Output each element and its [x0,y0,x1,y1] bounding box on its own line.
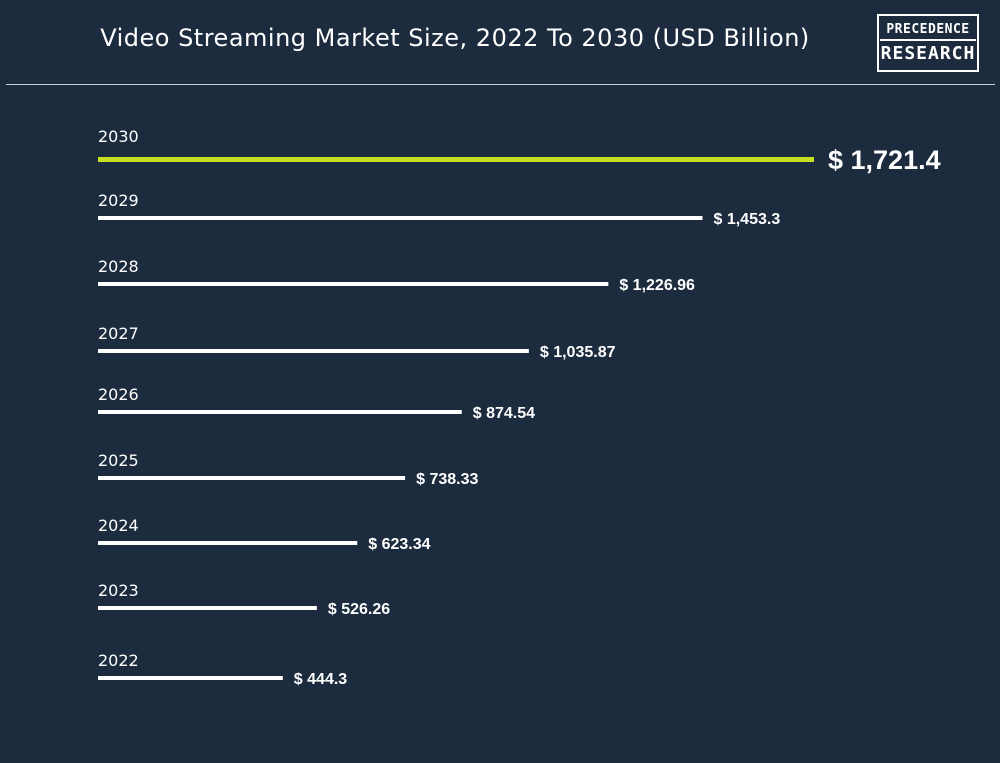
bar-2023 [98,606,317,610]
year-label-2030: 2030 [98,127,139,146]
header-divider [6,84,995,85]
value-label-2029: $ 1,453.3 [713,211,780,228]
year-label-2022: 2022 [98,651,139,670]
year-label-2028: 2028 [98,257,139,276]
value-label-2024: $ 623.34 [368,536,430,553]
year-label-2026: 2026 [98,385,139,404]
logo-line-2: RESEARCH [880,43,976,64]
precedence-research-logo: PRECEDENCE RESEARCH [877,14,979,72]
bar-2029 [98,216,703,220]
value-label-2027: $ 1,035.87 [540,344,616,361]
value-label-2028: $ 1,226.96 [619,277,695,294]
value-label-2022: $ 444.3 [294,671,347,688]
value-label-2030: $ 1,721.4 [828,145,941,175]
bar-2030 [98,157,814,162]
year-label-2029: 2029 [98,191,139,210]
bar-2027 [98,349,529,353]
year-label-2025: 2025 [98,451,139,470]
bar-2022 [98,676,283,680]
bar-2028 [98,282,609,286]
value-label-2025: $ 738.33 [416,471,478,488]
bar-2024 [98,541,358,545]
bar-2026 [98,410,462,414]
bar-2025 [98,476,406,480]
logo-line-1: PRECEDENCE [880,23,976,41]
chart-title: Video Streaming Market Size, 2022 To 203… [100,24,810,52]
year-label-2024: 2024 [98,516,139,535]
value-label-2023: $ 526.26 [328,601,390,618]
year-label-2027: 2027 [98,324,139,343]
value-label-2026: $ 874.54 [473,405,535,422]
year-label-2023: 2023 [98,581,139,600]
